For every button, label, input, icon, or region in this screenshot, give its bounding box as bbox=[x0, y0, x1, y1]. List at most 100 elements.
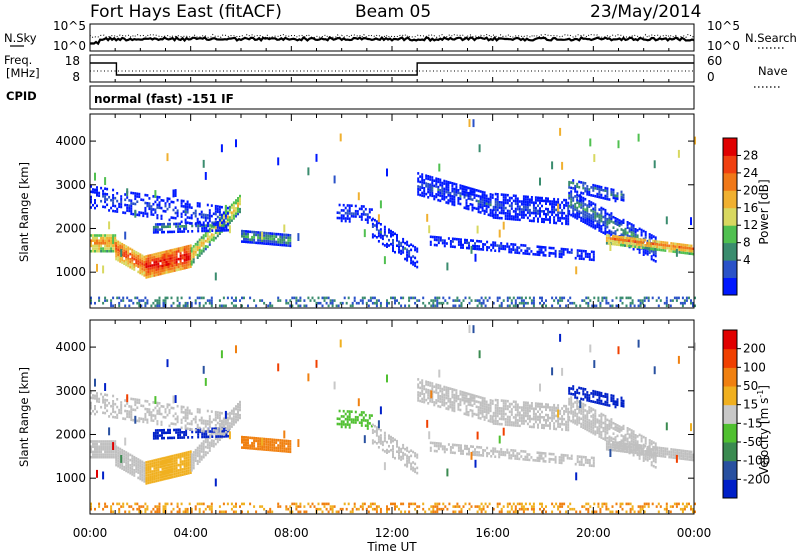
velocity-cell bbox=[239, 400, 241, 404]
velocity-cell bbox=[534, 402, 537, 405]
velocity-cell bbox=[340, 425, 343, 429]
power-cell bbox=[666, 246, 669, 250]
velocity-cell bbox=[179, 452, 182, 456]
velocity-cell bbox=[146, 408, 149, 411]
velocity-cell bbox=[102, 401, 105, 404]
velocity-cell bbox=[129, 464, 132, 467]
power-cell bbox=[230, 203, 233, 207]
power-cell bbox=[672, 250, 675, 253]
power-cell bbox=[347, 296, 350, 300]
power-cell bbox=[598, 208, 601, 211]
velocity-cell bbox=[186, 422, 189, 425]
power-cell bbox=[243, 232, 245, 236]
velocity-cell bbox=[427, 391, 430, 395]
power-cell bbox=[232, 206, 235, 210]
power-cell bbox=[606, 189, 609, 193]
velocity-cell bbox=[425, 398, 428, 402]
power-cell bbox=[596, 215, 599, 218]
velocity-cell bbox=[421, 381, 424, 385]
power-cell bbox=[429, 191, 432, 194]
velocity-cell bbox=[496, 409, 499, 413]
power-cell bbox=[562, 247, 565, 251]
velocity-cell bbox=[196, 408, 199, 411]
velocity-cell bbox=[174, 412, 177, 415]
power-cell bbox=[185, 253, 188, 256]
power-cell bbox=[438, 163, 441, 172]
power-cell bbox=[362, 205, 365, 208]
velocity-cell bbox=[437, 444, 440, 448]
velocity-cell bbox=[558, 456, 561, 459]
power-cell bbox=[584, 250, 587, 253]
velocity-cell bbox=[110, 450, 113, 454]
power-cell bbox=[482, 299, 485, 302]
power-cell bbox=[688, 296, 690, 300]
power-cell bbox=[638, 227, 641, 231]
power-cell bbox=[606, 192, 609, 196]
velocity-cell bbox=[429, 392, 432, 395]
power-cell bbox=[481, 201, 484, 204]
power-cell bbox=[154, 208, 157, 212]
velocity-cell bbox=[171, 467, 174, 471]
velocity-cell bbox=[489, 407, 492, 410]
power-cell bbox=[423, 194, 426, 198]
velocity-cell bbox=[255, 437, 258, 440]
power-cell bbox=[259, 234, 262, 237]
power-cell bbox=[116, 296, 119, 300]
velocity-cell bbox=[480, 446, 483, 449]
power-cell bbox=[176, 296, 179, 300]
power-cell bbox=[112, 244, 115, 248]
velocity-cell bbox=[96, 400, 98, 403]
power-cell bbox=[356, 210, 359, 213]
power-cell bbox=[202, 239, 205, 242]
power-cell bbox=[534, 206, 537, 210]
power-cell bbox=[115, 255, 118, 258]
power-cell bbox=[255, 231, 258, 234]
power-cell bbox=[500, 211, 503, 215]
power-cell bbox=[582, 220, 585, 223]
power-cell bbox=[180, 296, 183, 300]
nave-tick-high: 60 bbox=[707, 54, 722, 68]
velocity-cell bbox=[516, 411, 519, 414]
power-cell bbox=[600, 206, 603, 210]
power-cell bbox=[605, 236, 608, 240]
velocity-cell bbox=[381, 440, 384, 444]
velocity-cell bbox=[568, 403, 571, 406]
velocity-cell bbox=[504, 399, 507, 403]
power-cell bbox=[432, 299, 435, 302]
velocity-cell bbox=[354, 415, 357, 419]
velocity-cell bbox=[406, 465, 409, 468]
power-cell bbox=[514, 207, 517, 211]
velocity-cell bbox=[437, 399, 440, 403]
velocity-cell bbox=[143, 474, 146, 478]
velocity-cell bbox=[222, 417, 225, 420]
power-cell bbox=[431, 191, 434, 195]
power-cell bbox=[473, 193, 476, 197]
power-cell bbox=[504, 201, 507, 205]
velocity-cell bbox=[202, 430, 205, 433]
power-cell bbox=[616, 235, 618, 238]
velocity-cell bbox=[481, 402, 484, 405]
power-cell bbox=[443, 179, 446, 183]
velocity-cell bbox=[496, 401, 499, 405]
velocity-cell bbox=[196, 446, 199, 450]
power-cell bbox=[352, 215, 355, 218]
velocity-cell bbox=[232, 412, 235, 416]
velocity-cell bbox=[115, 461, 118, 464]
power-cell bbox=[421, 173, 424, 176]
velocity-cell bbox=[106, 445, 109, 448]
power-cell bbox=[108, 234, 111, 237]
velocity-cell bbox=[358, 421, 361, 424]
power-cell bbox=[624, 244, 626, 247]
power-cell bbox=[559, 216, 562, 220]
power-cell bbox=[594, 211, 597, 214]
velocity-cell bbox=[514, 418, 517, 422]
velocity-cell bbox=[526, 422, 529, 426]
power-cell bbox=[574, 213, 577, 216]
velocity-cell bbox=[461, 390, 464, 394]
velocity-cell bbox=[96, 394, 98, 398]
power-cell bbox=[510, 204, 513, 208]
velocity-cell bbox=[289, 440, 292, 443]
power-cell bbox=[476, 239, 479, 243]
power-cell bbox=[506, 212, 509, 215]
